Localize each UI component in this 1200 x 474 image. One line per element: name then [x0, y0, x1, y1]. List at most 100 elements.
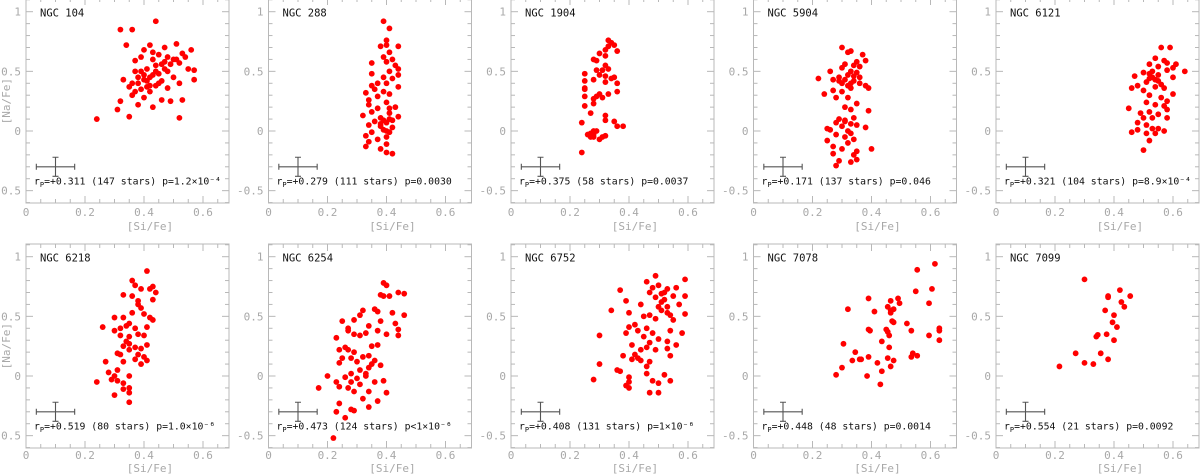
data-point [679, 330, 685, 336]
data-point [126, 340, 133, 347]
data-point [874, 359, 881, 366]
data-point [590, 100, 597, 107]
data-point [1111, 337, 1117, 344]
data-point [129, 26, 136, 33]
annotation-text: =+0.279 (111 stars) p=0.0030 [287, 177, 452, 188]
y-tick-label: 1 [742, 251, 749, 264]
data-point [655, 380, 662, 387]
data-point [887, 363, 894, 370]
r-symbol: r [277, 177, 283, 188]
y-tick-label: 1 [499, 6, 506, 19]
data-point [357, 312, 363, 319]
data-point [158, 97, 165, 103]
data-point [1164, 106, 1170, 113]
data-point [336, 359, 343, 366]
data-point [1102, 307, 1109, 314]
data-point [830, 143, 837, 150]
data-point [926, 300, 932, 307]
data-point [362, 132, 369, 139]
data-point [170, 56, 177, 63]
data-point [135, 351, 142, 358]
data-point [93, 379, 100, 385]
plot-frame [25, 0, 230, 204]
data-point [167, 98, 174, 105]
error-bar [1005, 156, 1046, 177]
data-point [401, 290, 408, 297]
correlation-annotation: rP=+0.448 (48 stars) p=0.0014 [762, 422, 931, 435]
data-point [1170, 91, 1176, 97]
panel-ngc-6752: 0 0.2 0.4 0.6-0.500.51[Si/Fe]NGC 6752rP=+0.… [480, 243, 715, 474]
r-symbol: r [762, 422, 768, 433]
data-point [374, 93, 381, 100]
y-tick-label: 0 [742, 370, 749, 383]
y-tick-label: 1 [14, 251, 21, 264]
plot-frame [25, 243, 230, 449]
data-point [354, 358, 360, 365]
x-tick-label: 0.4 [1104, 449, 1124, 462]
data-point [144, 268, 150, 274]
data-point [365, 388, 372, 395]
data-point [581, 93, 588, 100]
x-tick-label: 0 [23, 449, 30, 462]
data-point [596, 50, 603, 57]
r-subscript: P [767, 181, 771, 189]
data-point [590, 76, 597, 83]
data-point [383, 99, 390, 106]
data-point [362, 330, 369, 336]
data-point [596, 72, 603, 78]
data-point [1143, 99, 1150, 106]
data-point [383, 134, 390, 140]
panel-ngc-5904: 0 0.2 0.4 0.6-0.500.51[Si/Fe]NGC 5904rP=+0.… [722, 0, 957, 233]
data-point [141, 311, 147, 317]
correlation-annotation: rP=+0.311 (147 stars) p=1.2×10⁻⁴ [34, 177, 221, 190]
y-tick-label: 0 [984, 125, 991, 138]
correlation-annotation: rP=+0.519 (80 stars) p=1.0×10⁻⁶ [34, 422, 215, 435]
x-tick-label: 0 [508, 206, 515, 219]
y-tick-label: 1 [499, 251, 506, 264]
data-point [123, 42, 130, 49]
data-point [383, 42, 390, 49]
data-point [141, 76, 147, 83]
y-tick-label: 0.5 [244, 310, 264, 323]
data-point [1109, 319, 1116, 326]
data-point [590, 134, 597, 140]
plot-frame [510, 0, 715, 204]
y-tick-label: 0.5 [486, 310, 506, 323]
panel-title: NGC 6752 [525, 253, 576, 265]
x-tick-label: 0.6 [1163, 206, 1183, 219]
data-point [357, 381, 363, 388]
error-bar [35, 156, 76, 177]
data-point [389, 150, 396, 157]
data-point [149, 49, 156, 56]
data-point [1143, 130, 1150, 137]
x-tick-label: 0.2 [560, 206, 580, 219]
data-point [1152, 130, 1159, 137]
data-point [912, 288, 919, 295]
panel-title: NGC 104 [40, 8, 84, 20]
data-point [386, 91, 393, 97]
data-point [1164, 60, 1170, 66]
data-point [652, 315, 659, 322]
data-point [377, 120, 384, 127]
data-point [132, 282, 139, 289]
data-point [867, 327, 873, 334]
data-point [608, 307, 615, 314]
plot-frame [753, 243, 957, 449]
r-subscript: P [40, 181, 44, 189]
x-tick-label: 0.4 [134, 206, 154, 219]
data-point [383, 58, 390, 65]
data-point [605, 91, 612, 97]
panel-ngc-6218: 00.20.40.6-0.500.51[Si/Fe][Na/Fe]NGC 621… [0, 243, 230, 474]
data-point [1155, 111, 1162, 118]
data-point [1056, 363, 1063, 370]
data-point [368, 70, 375, 77]
data-point [126, 333, 133, 340]
data-point [93, 116, 100, 122]
data-point [629, 356, 635, 363]
data-point [1105, 356, 1111, 363]
data-point [336, 400, 343, 407]
data-point [164, 68, 171, 75]
data-point [845, 140, 851, 146]
data-point [664, 303, 671, 310]
y-axis-label: [Na/Fe] [0, 323, 13, 369]
